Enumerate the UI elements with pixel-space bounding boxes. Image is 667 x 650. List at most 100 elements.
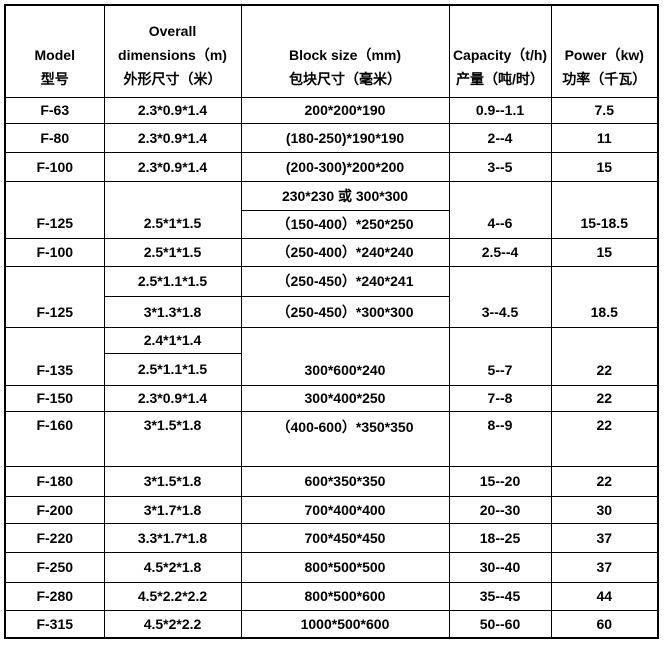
cell-model: F-125 [4,180,105,239]
table-row: F-80 2.3*0.9*1.4 (180-250)*190*190 2--4 … [4,122,659,153]
cell-power: 37 [550,551,659,583]
cell-model: F-160 [4,410,105,467]
header-line: 包块尺寸（毫米） [289,70,401,87]
header-line: Capacity（t/h) [452,46,548,63]
cell-dimensions: 3*1.5*1.8 [103,465,242,497]
cell-block-size: （400-600）*350*350 [240,410,450,467]
cell-model: F-280 [4,581,105,611]
table-row: F-125 2.5*1.1*1.5 （250-450）*240*241 3--4… [4,265,659,328]
cell-dimensions: 4.5*2.2*2.2 [103,581,242,611]
table-row: F-220 3.3*1.7*1.8 700*450*450 18--25 37 [4,522,659,553]
col-header-block-size: Block size（mm) 包块尺寸（毫米） [240,4,450,98]
cell-block-size: (200-300)*200*200 [240,151,450,182]
cell-power: 44 [550,581,659,611]
cell-block-size: 800*500*600 [240,581,450,611]
header-line: dimensions（m) [118,46,227,63]
cell-dimensions: 3.3*1.7*1.8 [103,522,242,553]
table-row: F-315 4.5*2*2.2 1000*500*600 50--60 60 [4,609,659,639]
cell-power: 22 [550,384,659,412]
header-line: Model [34,46,75,63]
cell-block-size: 700*450*450 [240,522,450,553]
cell-capacity: 30--40 [448,551,552,583]
cell-dimensions: 2.3*0.9*1.4 [103,384,242,412]
table-row: F-135 2.4*1*1.4 300*600*240 5--7 22 [4,326,659,386]
cell-power: 22 [550,465,659,497]
col-header-power: Power（kw) 功率（千瓦） [550,4,659,98]
cell-block-size: （250-450）*300*300 [240,295,450,328]
cell-dimensions: 2.3*0.9*1.4 [103,151,242,182]
col-header-model: Model 型号 [4,4,105,98]
cell-dimensions: 2.3*0.9*1.4 [103,96,242,124]
cell-capacity: 18--25 [448,522,552,553]
cell-capacity: 15--20 [448,465,552,497]
header-line: 型号 [40,70,69,87]
cell-capacity: 35--45 [448,581,552,611]
header-line: Block size（mm) [288,46,402,63]
cell-dimensions: 2.3*0.9*1.4 [103,122,242,153]
cell-dimensions: 2.5*1*1.5 [103,180,242,239]
header-line: 功率（千瓦） [562,70,647,87]
header-line: Power（kw) [564,46,644,63]
cell-dimensions: 4.5*2*2.2 [103,609,242,639]
cell-block-size: 230*230 或 300*300 [240,180,450,211]
cell-model: F-180 [4,465,105,497]
cell-model: F-150 [4,384,105,412]
table-row: F-250 4.5*2*1.8 800*500*500 30--40 37 [4,551,659,583]
cell-capacity: 50--60 [448,609,552,639]
cell-block-size: 1000*500*600 [240,609,450,639]
table-row: F-180 3*1.5*1.8 600*350*350 15--20 22 [4,465,659,497]
cell-power: 22 [550,326,659,386]
cell-capacity: 7--8 [448,384,552,412]
table-row: F-63 2.3*0.9*1.4 200*200*190 0.9--1.1 7.… [4,96,659,124]
cell-block-size: （250-400）*240*240 [240,237,450,267]
cell-model: F-80 [4,122,105,153]
table-row: F-150 2.3*0.9*1.4 300*400*250 7--8 22 [4,384,659,412]
cell-model: F-100 [4,237,105,267]
cell-model: F-100 [4,151,105,182]
cell-dimensions: 3*1.3*1.8 [103,295,242,328]
cell-capacity: 3--4.5 [448,265,552,328]
table-row: 2.5*1.1*1.5 [5,352,658,386]
cell-model: F-63 [4,96,105,124]
cell-dimensions: 2.5*1.1*1.5 [103,265,242,297]
cell-power: 60 [550,609,659,639]
header-line: Overall [148,22,197,39]
header-row: Model 型号 Overall dimensions（m) 外形尺寸（米） B… [4,4,659,98]
cell-dimensions: 4.5*2*1.8 [103,551,242,583]
cell-model: F-315 [4,609,105,639]
cell-block-size: 800*500*500 [240,551,450,583]
table-row: F-100 2.3*0.9*1.4 (200-300)*200*200 3--5… [4,151,659,182]
cell-capacity: 4--6 [448,180,552,239]
spec-table: Model 型号 Overall dimensions（m) 外形尺寸（米） B… [4,4,659,639]
cell-power: 15 [550,151,659,182]
col-header-dimensions: Overall dimensions（m) 外形尺寸（米） [103,4,242,98]
cell-dimensions: 2.5*1.1*1.5 [103,352,242,386]
cell-block-size: 600*350*350 [240,465,450,497]
cell-power: 11 [550,122,659,153]
cell-capacity: 20--30 [448,495,552,524]
cell-power: 18.5 [550,265,659,328]
cell-capacity: 5--7 [448,326,552,386]
col-header-capacity: Capacity（t/h) 产量（吨/时） [448,4,552,98]
cell-model: F-250 [4,551,105,583]
cell-block-size: （250-450）*240*241 [240,265,450,297]
cell-dimensions: 3*1.7*1.8 [103,495,242,524]
table-row: F-100 2.5*1*1.5 （250-400）*240*240 2.5--4… [4,237,659,267]
table-row: 3*1.3*1.8 （250-450）*300*300 [5,295,658,328]
cell-capacity: 2--4 [448,122,552,153]
cell-power: 22 [550,410,659,467]
cell-power: 15-18.5 [550,180,659,239]
cell-block-size: 300*600*240 [240,326,450,386]
cell-power: 37 [550,522,659,553]
cell-model: F-200 [4,495,105,524]
cell-dimensions: 2.4*1*1.4 [103,326,242,354]
cell-dimensions: 2.5*1*1.5 [103,237,242,267]
cell-block-size: (180-250)*190*190 [240,122,450,153]
cell-capacity: 3--5 [448,151,552,182]
cell-capacity: 0.9--1.1 [448,96,552,124]
cell-capacity: 2.5--4 [448,237,552,267]
cell-capacity: 8--9 [448,410,552,467]
cell-power: 15 [550,237,659,267]
header-line: 产量（吨/时） [456,70,544,87]
cell-model: F-125 [4,265,105,328]
